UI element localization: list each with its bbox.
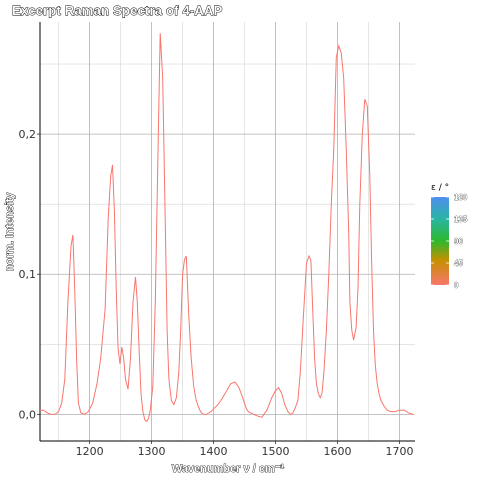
legend-label: 90 bbox=[454, 237, 463, 246]
spectrum-line bbox=[40, 33, 414, 423]
legend-colorbar bbox=[431, 197, 449, 285]
x-tick-label: 1400 bbox=[200, 445, 228, 458]
chart-title: Excerpt Raman Spectra of 4-AAP bbox=[12, 3, 223, 18]
x-tick-label: 1500 bbox=[262, 445, 290, 458]
x-axis-title: Wavenumber ν / cm⁻¹ bbox=[172, 463, 285, 475]
y-axis-title: norm. Intensity bbox=[4, 192, 16, 272]
y-tick-label: 0,1 bbox=[19, 268, 37, 281]
legend-label: 45 bbox=[454, 259, 463, 268]
x-tick-label: 1700 bbox=[386, 445, 414, 458]
legend: ε / ° 180 135 90 45 0 bbox=[431, 183, 468, 290]
x-axis-ticks: 1200 1300 1400 1500 1600 1700 bbox=[76, 441, 414, 458]
legend-title: ε / ° bbox=[431, 183, 449, 193]
y-axis-ticks: 0,0 0,1 0,2 bbox=[19, 128, 40, 421]
legend-label: 180 bbox=[454, 193, 468, 202]
x-tick-label: 1200 bbox=[76, 445, 104, 458]
legend-label: 0 bbox=[454, 281, 459, 290]
x-tick-label: 1300 bbox=[138, 445, 166, 458]
x-tick-label: 1600 bbox=[324, 445, 352, 458]
plot-gridlines bbox=[40, 22, 415, 441]
y-tick-label: 0,0 bbox=[19, 408, 37, 421]
y-tick-label: 0,2 bbox=[19, 128, 37, 141]
legend-labels: 180 135 90 45 0 bbox=[431, 193, 468, 290]
legend-label: 135 bbox=[454, 215, 468, 224]
